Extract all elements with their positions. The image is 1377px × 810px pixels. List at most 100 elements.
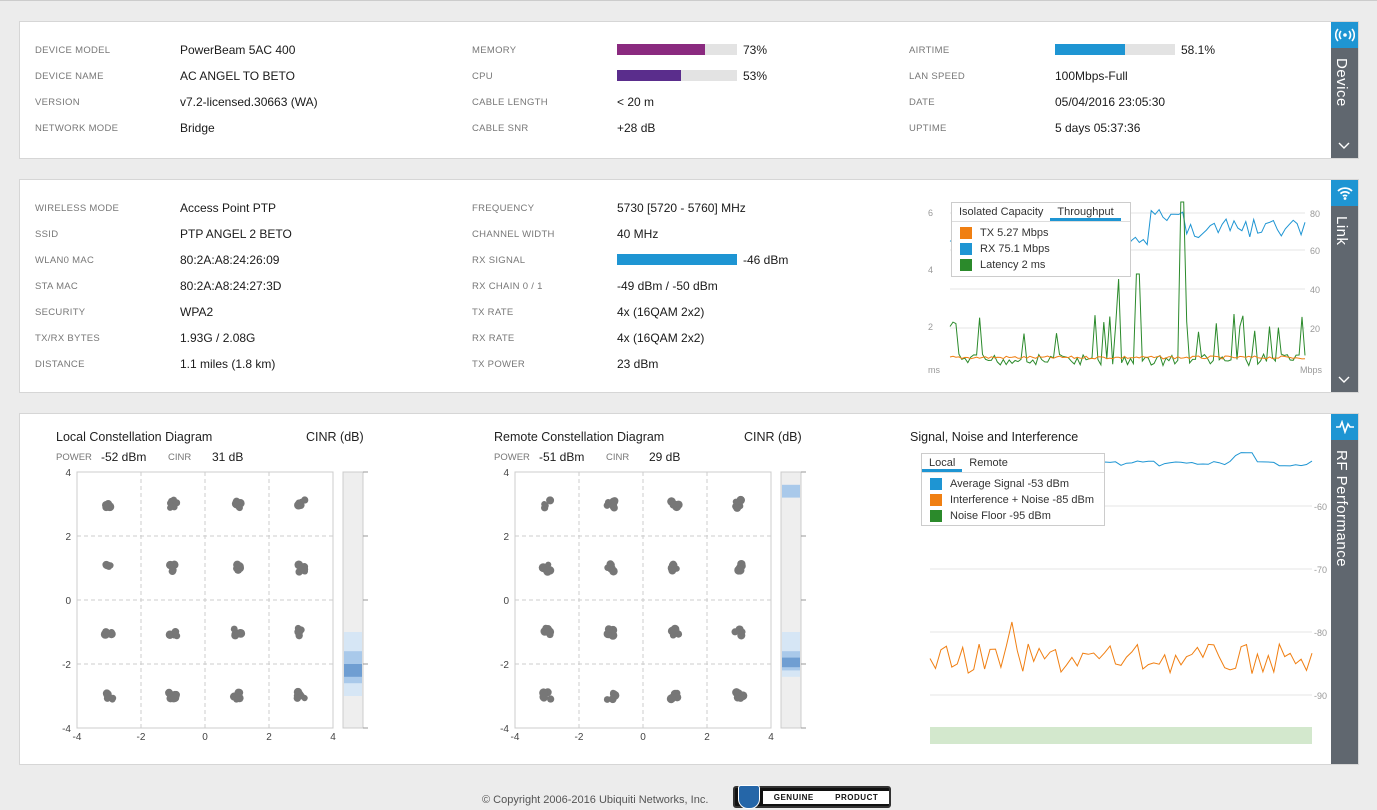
cinr-band <box>344 664 362 677</box>
constellation-point <box>233 560 242 569</box>
tab-local[interactable]: Local <box>922 454 963 472</box>
constellation-point <box>165 688 173 697</box>
chevron-down-icon[interactable] <box>1338 376 1350 384</box>
device-value: 58.1% <box>1181 43 1216 57</box>
device-usage-bar <box>1055 44 1175 55</box>
remote-power-value: -51 dBm <box>539 450 585 464</box>
wifi-icon <box>1331 180 1358 206</box>
constellation-point <box>610 689 617 696</box>
device-side-label: Device <box>1333 58 1350 107</box>
cinr-band <box>782 657 800 668</box>
legend-swatch <box>930 510 942 522</box>
legend-label: Noise Floor -95 dBm <box>950 510 1051 522</box>
tick-label: Mbps <box>1300 365 1323 375</box>
local-cinr-value: 31 dB <box>212 450 244 464</box>
constellation-point <box>739 628 746 636</box>
signal-noise-chart: -60 -70 -80 -90 <box>929 452 1327 744</box>
interference-noise-line <box>929 621 1313 675</box>
constellation-point <box>667 694 677 703</box>
constellation-point <box>293 694 302 702</box>
constellation-point <box>170 693 180 703</box>
tick-label: -90 <box>1314 691 1327 701</box>
antenna-icon <box>1331 22 1358 48</box>
rf-side-label: RF Performance <box>1333 450 1350 568</box>
chevron-down-icon[interactable] <box>1338 142 1350 150</box>
device-value: 73% <box>743 43 768 57</box>
constellation-point <box>539 688 548 698</box>
device-value: 100Mbps-Full <box>1055 69 1128 83</box>
waveform-icon <box>1331 414 1358 440</box>
legend-item: Noise Floor -95 dBm <box>922 508 1104 524</box>
link-value: 40 MHz <box>617 227 659 241</box>
latency-series-line <box>949 201 1306 368</box>
bar-fill <box>617 44 705 55</box>
legend-swatch <box>960 243 972 255</box>
tab-remote[interactable]: Remote <box>969 457 1008 469</box>
constellation-point <box>608 561 615 568</box>
device-value: 53% <box>743 69 768 83</box>
link-label: CHANNEL WIDTH <box>472 229 555 240</box>
device-value: AC ANGEL TO BETO <box>180 69 295 83</box>
link-label: TX/RX BYTES <box>35 333 101 344</box>
local-power-value: -52 dBm <box>101 450 147 464</box>
link-label: SECURITY <box>35 307 86 318</box>
link-value: -49 dBm / -50 dBm <box>617 279 718 293</box>
device-label: UPTIME <box>909 123 947 134</box>
link-usage-bar <box>617 254 737 265</box>
tab-isolated-capacity[interactable]: Isolated Capacity <box>959 206 1044 218</box>
genuine-product-badge: GENUINE PRODUCT <box>733 785 891 809</box>
constellation-point <box>736 694 745 702</box>
constellation-point <box>603 502 611 509</box>
tx-series-line <box>949 355 1306 360</box>
constellation-point <box>294 627 303 636</box>
remote-constellation-diagram: 4-42-200-22-44010203040 <box>500 468 806 743</box>
link-value: 1.1 miles (1.8 km) <box>180 357 276 371</box>
legend-swatch <box>930 478 942 490</box>
tick-label: 2 <box>928 322 933 332</box>
constellation-point <box>546 695 555 703</box>
tick-label: -60 <box>1314 502 1327 512</box>
legend-item: Average Signal -53 dBm <box>922 476 1104 492</box>
link-value: WPA2 <box>180 305 214 319</box>
link-value: PTP ANGEL 2 BETO <box>180 227 292 241</box>
local-power-label: POWER <box>56 452 92 463</box>
constellation-point <box>170 561 178 569</box>
cinr-bar <box>780 471 802 729</box>
constellation-point <box>733 503 742 512</box>
bar-fill <box>1055 44 1125 55</box>
link-value: 80:2A:A8:24:26:09 <box>180 253 280 267</box>
constellation-point <box>545 561 552 568</box>
legend-swatch <box>930 494 942 506</box>
y-tick-label: 2 <box>65 532 71 543</box>
link-value: 5730 [5720 - 5760] MHz <box>617 201 746 215</box>
badge-text-genuine: GENUINE <box>773 793 814 802</box>
legend-label: Interference + Noise -85 dBm <box>950 494 1094 506</box>
link-side-label: Link <box>1333 216 1350 246</box>
constellation-point <box>236 629 244 636</box>
tab-throughput[interactable]: Throughput <box>1050 203 1121 221</box>
local-cinr-label: CINR <box>168 452 192 463</box>
link-side-tab[interactable]: Link <box>1331 180 1358 392</box>
x-tick-label: -2 <box>575 732 584 743</box>
constellation-point <box>294 560 304 570</box>
y-tick-label: -2 <box>62 660 71 671</box>
device-label: LAN SPEED <box>909 71 966 82</box>
local-constellation-diagram: 4-42-200-22-44010203040 <box>62 468 368 743</box>
constellation-point <box>109 694 117 702</box>
legend-swatch <box>960 227 972 239</box>
link-label: FREQUENCY <box>472 203 535 214</box>
device-usage-bar <box>617 70 737 81</box>
legend-item: RX 75.1 Mbps <box>952 241 1130 257</box>
x-tick-label: 0 <box>202 732 208 743</box>
lock-icon <box>738 785 760 809</box>
device-value: +28 dB <box>617 121 656 135</box>
remote-constellation-title: Remote Constellation Diagram <box>494 430 665 444</box>
device-side-tab[interactable]: Device <box>1331 22 1358 158</box>
constellation-point <box>610 504 618 512</box>
device-value: 05/04/2016 23:05:30 <box>1055 95 1166 109</box>
y-tick-label: -4 <box>500 724 509 735</box>
device-value: v7.2-licensed.30663 (WA) <box>180 95 318 109</box>
rf-side-tab[interactable]: RF Performance <box>1331 414 1358 764</box>
x-tick-label: 2 <box>704 732 710 743</box>
constellation-point <box>167 504 174 511</box>
